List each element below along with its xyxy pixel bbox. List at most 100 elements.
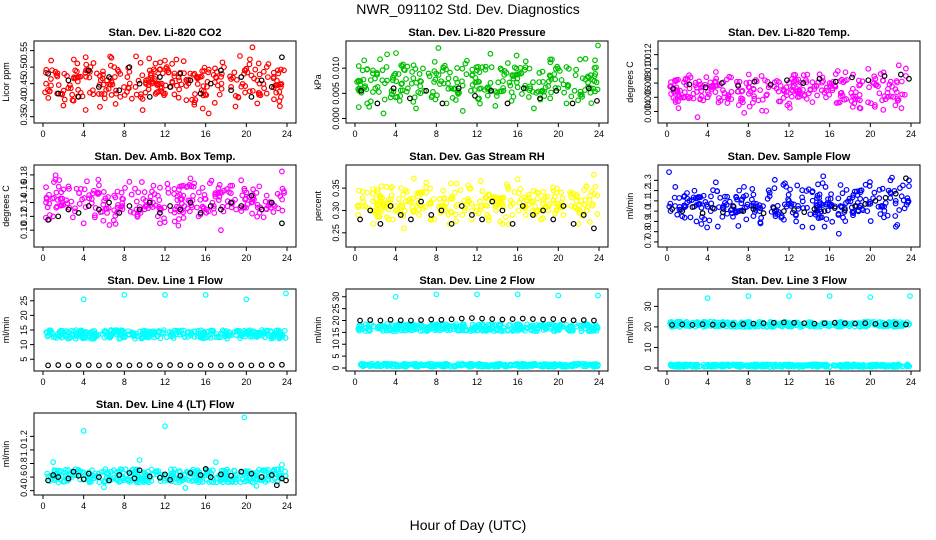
x-tick-label: 0	[664, 253, 669, 263]
data-point	[814, 192, 821, 199]
data-point	[156, 204, 163, 210]
x-tick-label: 20	[241, 129, 251, 139]
data-point	[835, 195, 842, 202]
data-point	[856, 97, 863, 104]
hourly-point	[770, 319, 777, 326]
band-point	[56, 332, 63, 339]
data-point	[370, 198, 377, 205]
hourly-point	[167, 362, 173, 368]
band-point	[418, 322, 425, 329]
data-point	[773, 78, 780, 84]
x-tick-label: 4	[705, 253, 710, 263]
data-point	[795, 203, 801, 209]
hourly-point	[530, 316, 536, 322]
data-point	[152, 202, 159, 209]
band-point	[153, 471, 160, 478]
data-point	[379, 77, 386, 84]
hourly-point	[540, 316, 546, 323]
band-point	[790, 363, 797, 370]
data-point	[522, 85, 529, 92]
data-point	[704, 94, 711, 101]
band-point	[100, 478, 107, 485]
y-tick-label: 1.2	[643, 184, 653, 197]
band-point	[185, 329, 192, 336]
data-point	[525, 194, 532, 201]
data-point	[427, 199, 434, 206]
data-point	[561, 89, 568, 96]
hourly-point	[719, 80, 725, 86]
data-point	[49, 195, 56, 202]
data-point	[712, 89, 719, 95]
data-point	[500, 78, 506, 84]
data-point	[778, 213, 785, 220]
data-point	[892, 102, 899, 109]
data-point	[256, 71, 263, 78]
data-point	[735, 102, 742, 109]
data-point	[697, 81, 704, 88]
data-point	[369, 190, 376, 197]
data-point	[177, 191, 183, 198]
band-point	[256, 466, 262, 473]
data-point	[786, 104, 793, 111]
data-point	[264, 74, 271, 80]
x-tick-label: 12	[472, 129, 482, 139]
band-point	[737, 362, 744, 369]
data-point	[865, 65, 872, 72]
data-point	[171, 73, 178, 80]
x-tick-label: 24	[282, 377, 292, 387]
data-point	[271, 96, 277, 103]
data-point	[901, 91, 908, 98]
data-point	[530, 79, 536, 86]
x-tick-label: 24	[906, 129, 916, 139]
band-point	[153, 468, 160, 475]
data-point	[459, 212, 466, 218]
data-point	[205, 66, 212, 73]
y-tick-label: 30	[643, 301, 653, 311]
data-point	[249, 44, 256, 51]
data-point	[592, 183, 599, 190]
x-tick-label: 4	[705, 377, 710, 387]
hourly-point	[177, 472, 184, 479]
data-point	[74, 60, 81, 67]
y-axis-label: kPa	[313, 74, 323, 90]
data-point	[75, 74, 82, 80]
data-point	[232, 103, 239, 110]
band-point	[182, 334, 188, 340]
data-point	[477, 178, 484, 184]
data-point	[730, 213, 736, 220]
data-point	[759, 107, 765, 114]
data-point	[246, 61, 253, 68]
data-point	[440, 187, 447, 194]
data-point	[415, 206, 422, 213]
data-point	[162, 90, 168, 97]
data-point	[408, 198, 414, 205]
y-tick-label: 0.006	[643, 86, 653, 109]
hourly-point	[831, 319, 838, 326]
data-point	[696, 78, 702, 85]
data-point	[691, 187, 698, 194]
x-tick-label: 20	[553, 129, 563, 139]
data-point	[789, 75, 795, 82]
band-point	[93, 333, 100, 339]
hourly-point	[458, 203, 465, 209]
data-point	[786, 197, 792, 204]
data-point	[400, 212, 407, 219]
data-point	[805, 90, 812, 97]
x-tick-label: 12	[160, 253, 170, 263]
data-point	[826, 293, 833, 300]
data-point	[505, 186, 512, 192]
band-point	[528, 327, 535, 334]
data-point	[242, 67, 249, 74]
data-point	[741, 109, 748, 116]
data-point	[842, 69, 849, 76]
data-point	[781, 87, 787, 94]
data-point	[92, 212, 98, 219]
data-point	[756, 202, 763, 209]
data-point	[721, 90, 728, 96]
band-point	[412, 363, 418, 370]
data-point	[159, 70, 166, 77]
data-point	[241, 414, 248, 421]
data-point	[96, 182, 102, 189]
data-point	[61, 70, 68, 77]
data-point	[574, 192, 580, 198]
